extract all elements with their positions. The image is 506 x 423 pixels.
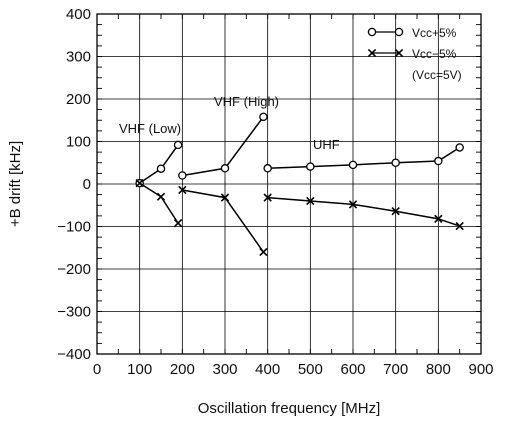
y-tick-label: 200 <box>66 91 91 108</box>
series-line <box>139 182 179 224</box>
x-tick-label: 300 <box>212 361 237 378</box>
legend: Vcc+5% Vcc−5% (Vcc=5V) <box>367 26 462 82</box>
y-tick-label: −400 <box>57 346 91 363</box>
data-point <box>135 178 144 188</box>
data-point <box>434 214 443 224</box>
legend-note: (Vcc=5V) <box>412 68 462 82</box>
y-tick-label: 0 <box>83 176 91 193</box>
annotation-uhf: UHF <box>313 137 340 152</box>
y-axis-title: +B drift [kHz] <box>7 141 24 227</box>
y-tick-label: 300 <box>66 49 91 66</box>
series-line <box>139 144 179 184</box>
data-point <box>220 193 230 202</box>
data-point <box>455 221 464 231</box>
legend-marker-vcc-plus <box>367 27 404 37</box>
series-line <box>267 196 460 227</box>
y-tick-label: −200 <box>57 261 91 278</box>
y-tick-label: −100 <box>57 219 91 236</box>
annotation-vhf-low: VHF (Low) <box>119 121 181 136</box>
legend-circle-marker <box>367 27 377 37</box>
x-tick-label: 400 <box>255 361 280 378</box>
x-axis-title: Oscillation frequency [MHz] <box>198 400 381 417</box>
legend-label-vcc-plus: Vcc+5% <box>412 26 457 40</box>
data-point <box>391 158 400 167</box>
data-point <box>173 140 183 150</box>
data-point <box>306 196 315 206</box>
data-point <box>259 112 268 122</box>
grid <box>97 14 481 354</box>
x-tick-label: 200 <box>170 361 195 378</box>
x-tick-label: 100 <box>127 361 152 378</box>
x-tick-label: 500 <box>298 361 323 378</box>
data-point <box>391 207 400 216</box>
x-tick-label: 900 <box>468 361 493 378</box>
data-point <box>178 171 187 180</box>
data-point <box>263 164 272 173</box>
legend-cross-marker <box>394 48 404 58</box>
tick-labels: 0 100 200 300 400 500 600 700 800 900 400 300 200 100… <box>57 6 493 378</box>
data-point <box>434 156 443 166</box>
data-point <box>173 218 183 228</box>
data-point <box>348 200 358 209</box>
data-point <box>259 247 268 257</box>
legend-label-vcc-minus: Vcc−5% <box>412 47 457 61</box>
data-point <box>156 192 166 201</box>
series-line <box>267 146 461 170</box>
series-vcc-minus <box>135 178 464 257</box>
x-tick-label: 800 <box>426 361 451 378</box>
series-vcc-plus <box>135 112 464 188</box>
x-tick-label: 600 <box>340 361 365 378</box>
y-tick-label: −300 <box>57 304 91 321</box>
data-point <box>306 162 315 171</box>
data-point <box>220 164 230 173</box>
data-point <box>178 185 187 195</box>
data-point <box>455 143 464 152</box>
x-tick-label: 700 <box>383 361 408 378</box>
minor-ticks <box>97 14 481 354</box>
data-point <box>156 164 166 173</box>
plot-frame <box>96 13 482 355</box>
data-point <box>263 193 272 202</box>
x-tick-label: 0 <box>93 361 101 378</box>
legend-marker-vcc-minus <box>367 48 404 58</box>
legend-circle-marker <box>394 27 404 37</box>
data-point <box>348 160 358 170</box>
legend-cross-marker <box>367 48 377 58</box>
series <box>135 112 464 257</box>
annotation-vhf-high: VHF (High) <box>214 94 279 109</box>
y-tick-label: 100 <box>66 134 91 151</box>
y-tick-label: 400 <box>66 6 91 23</box>
